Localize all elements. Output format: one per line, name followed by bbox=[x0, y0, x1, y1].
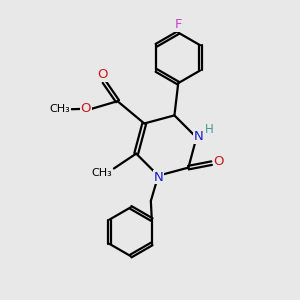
Text: O: O bbox=[98, 68, 108, 81]
Text: O: O bbox=[80, 101, 91, 115]
Text: H: H bbox=[205, 123, 213, 136]
Text: N: N bbox=[194, 130, 203, 143]
Text: F: F bbox=[175, 18, 183, 31]
Text: N: N bbox=[153, 171, 163, 184]
Text: O: O bbox=[213, 155, 224, 168]
Text: CH₃: CH₃ bbox=[91, 168, 112, 178]
Text: CH₃: CH₃ bbox=[49, 104, 70, 114]
